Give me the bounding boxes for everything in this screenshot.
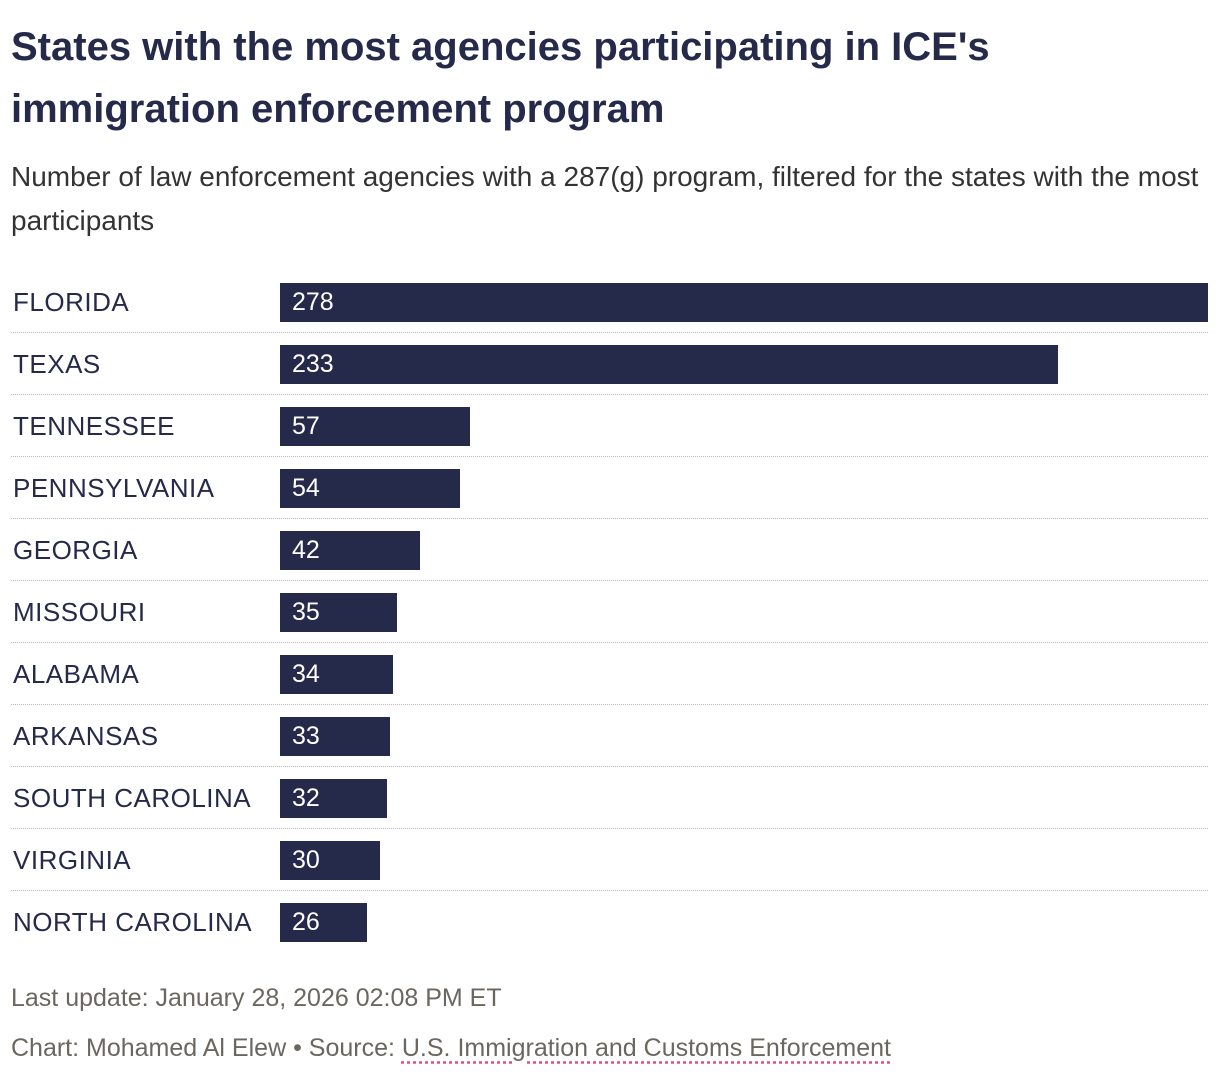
row-divider bbox=[11, 580, 1208, 581]
bar-row: ALABAMA 34 bbox=[11, 655, 1208, 717]
bar-row: TENNESSEE 57 bbox=[11, 407, 1208, 469]
source-link[interactable]: U.S. Immigration and Customs Enforcement bbox=[401, 1034, 891, 1062]
category-label: MISSOURI bbox=[13, 597, 146, 627]
chart-title: States with the most agencies participat… bbox=[11, 25, 990, 131]
category-label: PENNSYLVANIA bbox=[13, 473, 215, 503]
category-label: NORTH CAROLINA bbox=[13, 907, 253, 937]
row-divider bbox=[11, 704, 1208, 705]
row-divider bbox=[11, 456, 1208, 457]
bar-row: GEORGIA 42 bbox=[11, 531, 1208, 593]
category-label: ARKANSAS bbox=[13, 721, 159, 751]
row-divider bbox=[11, 332, 1208, 333]
bar bbox=[280, 903, 367, 942]
category-label: TEXAS bbox=[13, 349, 101, 379]
bar bbox=[280, 469, 461, 508]
data-label: 30 bbox=[292, 846, 320, 874]
data-label: 26 bbox=[292, 908, 320, 936]
bar-row: PENNSYLVANIA 54 bbox=[11, 469, 1208, 531]
category-label: TENNESSEE bbox=[13, 411, 175, 441]
data-label: 32 bbox=[292, 784, 320, 812]
category-label: ALABAMA bbox=[13, 659, 140, 689]
bar bbox=[280, 841, 381, 880]
row-divider bbox=[11, 828, 1208, 829]
data-label: 57 bbox=[292, 412, 320, 440]
bar-row: TEXAS 233 bbox=[11, 345, 1208, 407]
bar bbox=[280, 655, 394, 694]
data-label: 278 bbox=[292, 288, 334, 316]
bar-row: MISSOURI 35 bbox=[11, 593, 1208, 655]
bar-row: NORTH CAROLINA 26 bbox=[11, 903, 1208, 965]
bar-row: VIRGINIA 30 bbox=[11, 841, 1208, 903]
row-divider bbox=[11, 394, 1208, 395]
data-label: 54 bbox=[292, 474, 320, 502]
data-label: 35 bbox=[292, 598, 320, 626]
data-label: 42 bbox=[292, 536, 320, 564]
row-divider bbox=[11, 890, 1208, 891]
credit-line: Chart: Mohamed Al Elew • Source: U.S. Im… bbox=[11, 1034, 891, 1063]
data-label: 34 bbox=[292, 660, 320, 688]
bar bbox=[280, 345, 1058, 384]
bar-row: SOUTH CAROLINA 32 bbox=[11, 779, 1208, 841]
category-label: FLORIDA bbox=[13, 287, 130, 317]
bar bbox=[280, 283, 1208, 322]
row-divider bbox=[11, 642, 1208, 643]
bar bbox=[280, 593, 397, 632]
bar-row: FLORIDA 278 bbox=[11, 283, 1208, 345]
bar bbox=[280, 717, 391, 756]
row-divider bbox=[11, 766, 1208, 767]
data-label: 33 bbox=[292, 722, 320, 750]
bar bbox=[280, 531, 421, 570]
category-label: VIRGINIA bbox=[13, 845, 132, 875]
category-label: SOUTH CAROLINA bbox=[13, 783, 252, 813]
bar bbox=[280, 779, 387, 818]
bar-row: ARKANSAS 33 bbox=[11, 717, 1208, 779]
row-divider bbox=[11, 518, 1208, 519]
chart-subtitle: Number of law enforcement agencies with … bbox=[11, 161, 1199, 236]
last-update: Last update: January 28, 2026 02:08 PM E… bbox=[11, 984, 502, 1012]
category-label: GEORGIA bbox=[13, 535, 138, 565]
data-label: 233 bbox=[292, 350, 334, 378]
credit-text: Chart: Mohamed Al Elew • Source: bbox=[11, 1034, 402, 1062]
bar bbox=[280, 407, 471, 446]
